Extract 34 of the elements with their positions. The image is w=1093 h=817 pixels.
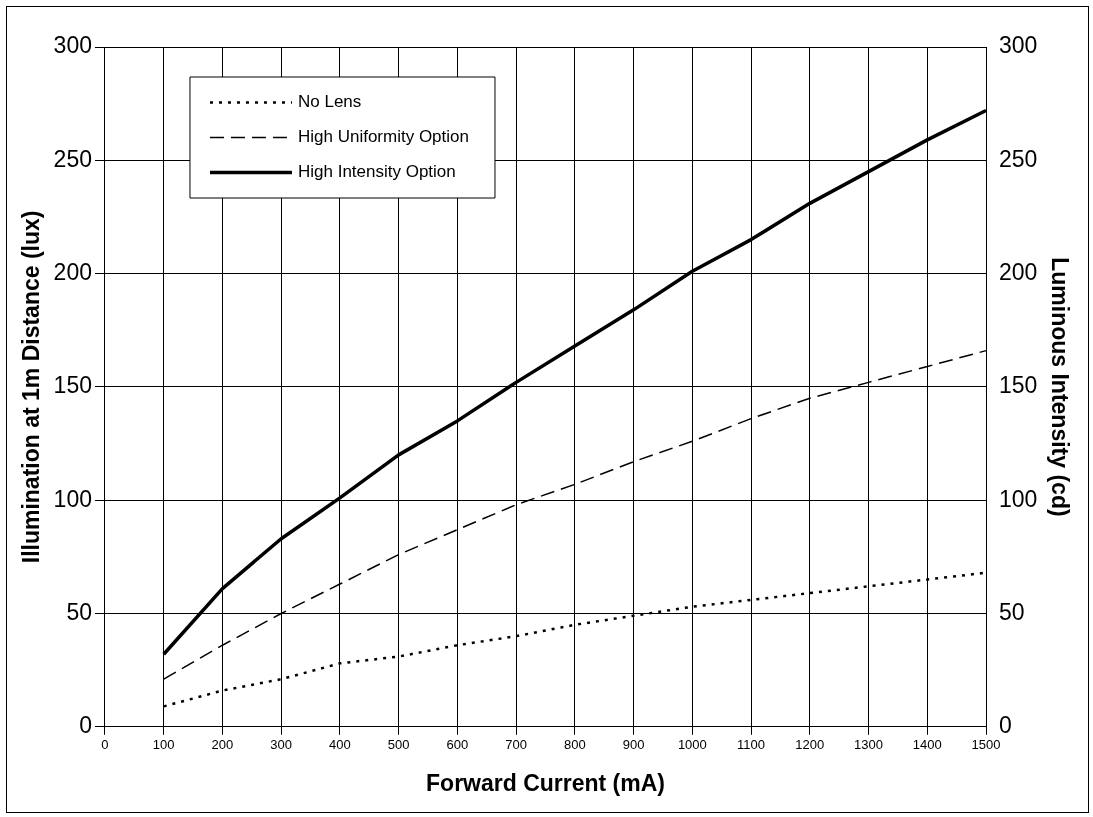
y-tick-label: 100 — [53, 485, 92, 512]
y-tick-label: 200 — [53, 258, 92, 285]
y-axis-title: Illumination at 1m Distance (lux) — [18, 210, 45, 564]
x-tick-label: 1400 — [912, 737, 942, 753]
x-tick-label: 0 — [101, 737, 109, 753]
legend-label: High Intensity Option — [297, 162, 456, 182]
y2-tick-label: 200 — [999, 258, 1038, 285]
x-tick-label: 1000 — [677, 737, 707, 753]
y2-axis-title: Luminous Intensity (cd) — [1046, 257, 1073, 517]
x-tick-label: 300 — [270, 737, 293, 753]
y-tick-label: 150 — [53, 372, 92, 399]
x-tick-label: 200 — [211, 737, 234, 753]
y-tick-label: 50 — [66, 598, 92, 625]
y2-tick-label: 100 — [999, 485, 1038, 512]
x-tick-label: 600 — [446, 737, 469, 753]
x-tick-label: 1100 — [737, 737, 766, 753]
x-tick-label: 700 — [505, 737, 527, 753]
x-tick-label: 400 — [329, 737, 351, 753]
x-tick-label: 1300 — [854, 737, 884, 753]
y-tick-label: 300 — [53, 32, 92, 59]
y2-tick-label: 150 — [999, 372, 1038, 399]
y2-tick-label: 50 — [999, 598, 1025, 625]
x-tick-label: 900 — [622, 737, 645, 753]
x-tick-label: 100 — [152, 737, 175, 753]
x-tick-label: 1500 — [971, 737, 1001, 753]
x-tick-label: 1200 — [795, 737, 825, 753]
legend-label: High Uniformity Option — [297, 127, 469, 147]
y2-tick-label: 300 — [999, 32, 1038, 59]
x-axis-title: Forward Current (mA) — [426, 769, 665, 796]
legend-label: No Lens — [297, 92, 362, 112]
x-tick-label: 800 — [564, 737, 586, 753]
y2-tick-label: 250 — [999, 145, 1038, 172]
x-tick-label: 500 — [387, 737, 410, 753]
y-tick-label: 250 — [53, 145, 92, 172]
